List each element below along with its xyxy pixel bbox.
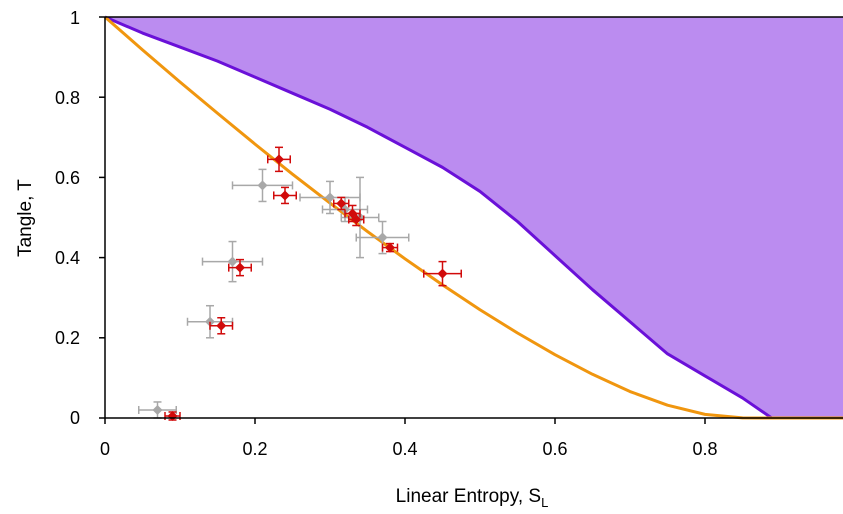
y-tick-label: 0.2	[55, 328, 80, 348]
data-point-red-markers	[385, 242, 395, 253]
data-point-red-markers	[274, 154, 284, 165]
data-point-red-markers	[216, 320, 227, 331]
x-tick-label: 0.4	[392, 439, 417, 459]
shaded-region	[105, 17, 843, 418]
data-point-red-markers	[437, 268, 448, 279]
x-tick-label: 0.2	[242, 439, 267, 459]
data-point-red-markers	[351, 214, 362, 225]
data-point-gray-markers	[325, 192, 335, 203]
y-tick-label: 1	[70, 8, 80, 28]
x-axis-title-subscript: L	[541, 495, 548, 510]
y-tick-label: 0.8	[55, 88, 80, 108]
data-point-red-markers	[280, 190, 290, 201]
data-point-gray-markers	[152, 404, 163, 415]
y-tick-label: 0.4	[55, 248, 80, 268]
series-line-lower-curve	[104, 15, 843, 420]
x-axis-title-main: Linear Entropy, S	[396, 486, 541, 507]
data-point-gray-markers	[205, 316, 215, 327]
data-point-red-markers	[336, 198, 347, 209]
data-point-gray-markers	[257, 180, 268, 191]
series-line-upper-boundary	[104, 15, 773, 420]
y-tick-label: 0.6	[55, 168, 80, 188]
y-axis-title: Tangle, T	[15, 179, 36, 257]
x-tick-label: 0	[100, 439, 110, 459]
y-tick-label: 0	[70, 408, 80, 428]
x-tick-label: 0.6	[542, 439, 567, 459]
data-point-red-markers	[235, 262, 245, 273]
data-point-gray-markers	[377, 232, 388, 243]
x-tick-label: 0.8	[692, 439, 717, 459]
data-point-gray-markers	[227, 256, 238, 267]
x-axis-title: Linear Entropy, SL	[396, 486, 549, 510]
